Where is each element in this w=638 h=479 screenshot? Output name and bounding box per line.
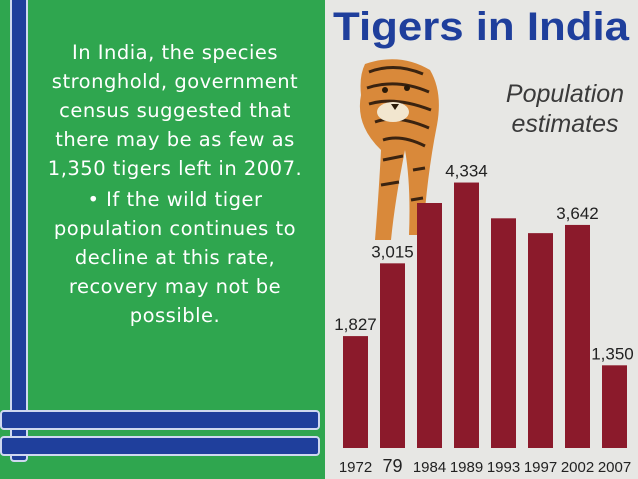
data-label-2002: 3,642 — [556, 204, 599, 223]
tiger-population-chart: Tigers in India Population estimates 1,8… — [333, 5, 634, 476]
chart-subtitle-line-2: estimates — [512, 110, 619, 138]
bar-1979 — [380, 263, 405, 448]
data-label-1972: 1,827 — [334, 315, 377, 334]
data-label-2007: 1,350 — [591, 344, 634, 363]
decorative-horizontal-bar-top — [0, 410, 320, 430]
x-tick-1993: 1993 — [487, 459, 520, 476]
bar-1993 — [491, 218, 516, 448]
chart-subtitle-line-1: Population — [506, 80, 624, 108]
bar-1997 — [528, 233, 553, 448]
slide-bullet: • If the wild tiger population continues… — [53, 188, 297, 327]
x-tick-2002: 2002 — [561, 459, 594, 476]
chart-x-tick-labels: 1972 79 1984 1989 1993 1997 2002 2007 — [339, 456, 631, 476]
x-tick-1997: 1997 — [524, 459, 557, 476]
x-tick-1984: 1984 — [413, 459, 446, 476]
tiger-illustration-icon — [359, 59, 439, 241]
bar-1972 — [343, 336, 368, 448]
slide-paragraph: In India, the species stronghold, govern… — [47, 41, 303, 180]
data-label-1979: 3,015 — [371, 242, 414, 261]
chart-panel: Tigers in India Population estimates 1,8… — [325, 0, 638, 479]
bar-1989 — [454, 182, 479, 449]
chart-data-labels: 1,827 3,015 4,334 3,642 1,350 — [334, 162, 634, 364]
bar-2007 — [602, 365, 627, 448]
slide-text: In India, the species stronghold, govern… — [30, 38, 320, 330]
decorative-vertical-bar — [10, 0, 28, 462]
chart-bars — [343, 182, 627, 449]
bar-1984 — [417, 203, 442, 448]
left-text-panel: In India, the species stronghold, govern… — [0, 0, 320, 462]
bar-2002 — [565, 224, 590, 448]
x-tick-1972: 1972 — [339, 459, 372, 476]
data-label-1989: 4,334 — [445, 162, 488, 181]
decorative-horizontal-bar-bottom — [0, 436, 320, 456]
x-tick-2007: 2007 — [598, 459, 631, 476]
chart-title: Tigers in India — [333, 5, 630, 49]
x-tick-1979: 79 — [382, 456, 402, 476]
x-tick-1989: 1989 — [450, 459, 483, 476]
